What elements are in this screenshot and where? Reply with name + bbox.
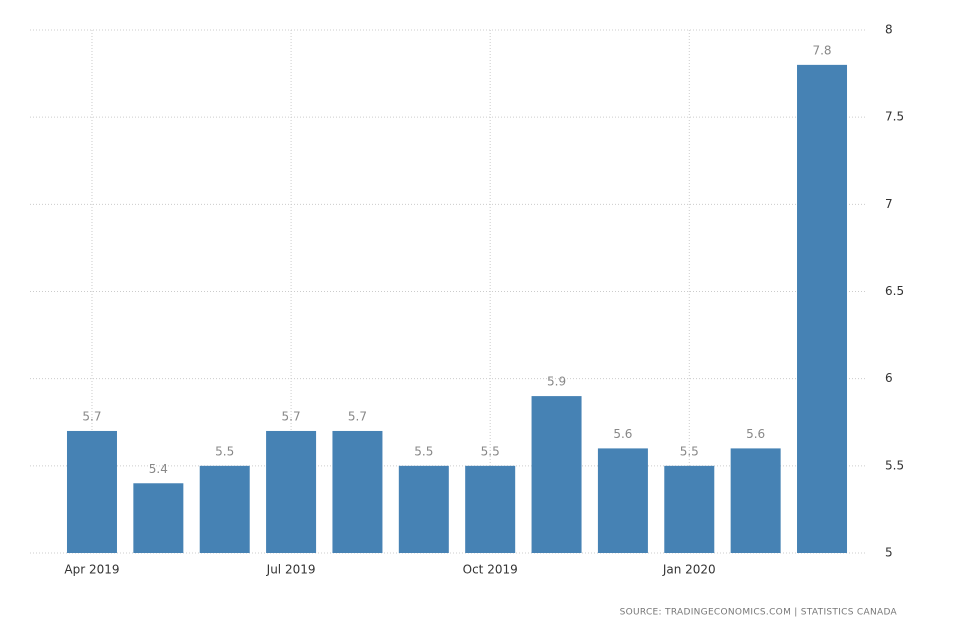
y-tick-label: 7 xyxy=(885,197,893,211)
bar xyxy=(133,483,184,553)
bar xyxy=(398,465,449,553)
value-label: 5.5 xyxy=(680,444,699,458)
value-label: 5.7 xyxy=(82,409,101,423)
x-tick-label: Jul 2019 xyxy=(266,563,316,577)
bar xyxy=(199,465,250,553)
bar xyxy=(664,465,715,553)
x-tick-label: Oct 2019 xyxy=(463,563,518,577)
y-tick-label: 5.5 xyxy=(885,458,904,472)
y-tick-label: 6 xyxy=(885,371,893,385)
bar xyxy=(465,465,516,553)
value-label: 7.8 xyxy=(812,43,831,57)
bar xyxy=(66,430,117,553)
y-tick-label: 8 xyxy=(885,23,893,37)
value-label: 5.5 xyxy=(414,444,433,458)
value-label: 5.5 xyxy=(215,444,234,458)
x-tick-label: Jan 2020 xyxy=(662,563,716,577)
source-note: SOURCE: TRADINGECONOMICS.COM | STATISTIC… xyxy=(620,608,898,618)
y-tick-label: 6.5 xyxy=(885,284,904,298)
bar xyxy=(332,430,383,553)
bar xyxy=(531,396,582,553)
value-label: 5.6 xyxy=(746,427,765,441)
y-tick-label: 5 xyxy=(885,546,893,560)
x-tick-label: Apr 2019 xyxy=(64,563,119,577)
y-tick-label: 7.5 xyxy=(885,110,904,124)
bar xyxy=(266,430,317,553)
bar xyxy=(730,448,781,553)
bar xyxy=(797,64,848,553)
value-label: 5.5 xyxy=(481,444,500,458)
value-label: 5.9 xyxy=(547,375,566,389)
value-label: 5.4 xyxy=(149,462,168,476)
value-label: 5.6 xyxy=(613,427,632,441)
value-label: 5.7 xyxy=(348,409,367,423)
bar xyxy=(597,448,648,553)
value-label: 5.7 xyxy=(282,409,301,423)
